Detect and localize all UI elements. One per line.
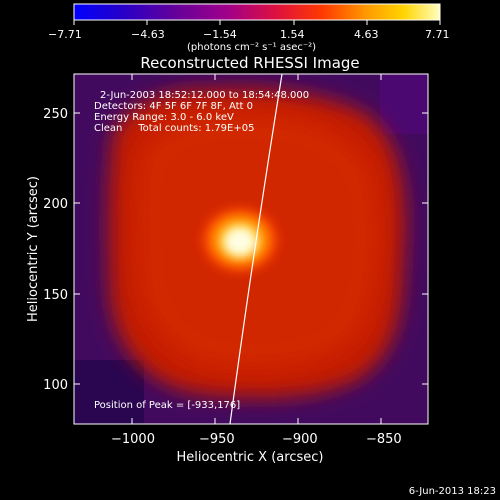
detectors-text: Detectors: 4F 5F 6F 7F 8F, Att 0 — [94, 101, 253, 112]
solar-limb-line — [229, 74, 283, 424]
colorbar-gradient — [73, 3, 441, 21]
x-axis-ticks — [131, 74, 382, 424]
plot-frame — [73, 73, 429, 425]
time-range-text: 2-Jun-2003 18:52:12.000 to 18:54:48.000 — [100, 90, 309, 101]
y-axis-label: Heliocentric Y (arcsec) — [26, 176, 41, 322]
x-tick-label: −850 — [366, 432, 402, 447]
colorbar-units: (photons cm⁻² s⁻¹ asec⁻²) — [187, 42, 316, 53]
colorbar-ticks — [73, 20, 441, 25]
colorbar-tick-label: −4.63 — [131, 28, 165, 41]
image-panel — [74, 74, 428, 424]
x-tick-label: −900 — [282, 432, 318, 447]
y-tick-label: 100 — [43, 378, 68, 393]
colorbar-tick-label: 1.54 — [280, 28, 305, 41]
y-axis-ticks — [74, 112, 428, 385]
y-tick-label: 250 — [43, 107, 68, 122]
plot-title: Reconstructed RHESSI Image — [140, 54, 359, 72]
x-axis-label: Heliocentric X (arcsec) — [177, 450, 324, 465]
method-counts-text: Clean Total counts: 1.79E+05 — [94, 123, 254, 134]
colorbar: −7.71 −4.63 −1.54 1.54 4.63 7.71 (photon… — [48, 3, 450, 53]
peak-position-text: Position of Peak = [-933,176] — [94, 400, 240, 411]
energy-range-text: Energy Range: 3.0 - 6.0 keV — [94, 112, 234, 123]
y-tick-label: 200 — [43, 197, 68, 212]
x-tick-label: −1000 — [111, 432, 155, 447]
colorbar-tick-label: 7.71 — [425, 28, 450, 41]
colorbar-tick-label: −1.54 — [203, 28, 237, 41]
colorbar-tick-label: 4.63 — [354, 28, 379, 41]
footer-date: 6-Jun-2013 18:23 — [409, 486, 496, 497]
colorbar-tick-label: −7.71 — [48, 28, 82, 41]
x-tick-label: −950 — [199, 432, 235, 447]
y-tick-label: 150 — [43, 288, 68, 303]
